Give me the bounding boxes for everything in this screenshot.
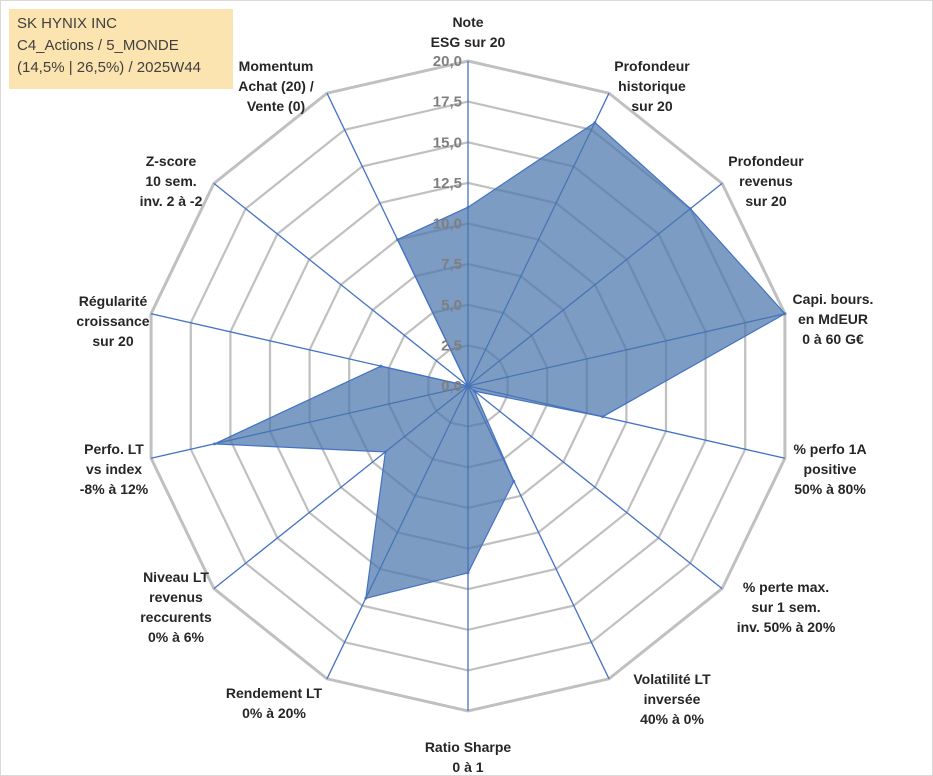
axis-label: 40% à 0% <box>640 711 704 727</box>
axis-label: Profondeur <box>728 153 804 169</box>
axis-label: Z-score <box>146 153 197 169</box>
axis-label: Régularité <box>79 293 148 309</box>
axis-label: 0 à 60 G€ <box>802 331 864 347</box>
tick-label: 7,5 <box>441 256 462 273</box>
axis-label: % perfo 1A <box>793 441 866 457</box>
axis-label: croissance <box>76 313 149 329</box>
axis-label: sur 20 <box>92 333 133 349</box>
data-point <box>213 442 216 446</box>
axis-spoke <box>213 182 469 387</box>
data-point <box>512 479 516 483</box>
data-point <box>396 238 399 242</box>
axis-label: inv. 50% à 20% <box>737 619 836 635</box>
data-point <box>379 364 383 368</box>
axis-label: Note <box>452 14 483 30</box>
tick-label: 10,0 <box>433 216 462 233</box>
data-point <box>466 384 470 388</box>
axis-label: revenus <box>739 173 793 189</box>
radial-tick-labels: 0,0 2,5 5,0 7,5 10,0 12,5 15,0 17,5 20,0 <box>433 53 462 395</box>
axis-label: Rendement LT <box>226 685 323 701</box>
axis-label: Niveau LT <box>143 569 209 585</box>
axis-label: Profondeur <box>614 58 690 74</box>
axis-label: Perfo. LT <box>84 441 144 457</box>
axis-label: sur 20 <box>745 193 786 209</box>
data-point <box>593 121 597 124</box>
data-point <box>472 389 476 393</box>
axis-label: 0% à 20% <box>242 705 306 721</box>
axis-label: reccurents <box>140 609 212 625</box>
axis-label: positive <box>804 461 857 477</box>
axis-label: historique <box>618 78 686 94</box>
data-point <box>383 450 387 454</box>
axis-label: Vente (0) <box>247 98 305 114</box>
axis-label: % perte max. <box>743 579 829 595</box>
axis-label: vs index <box>86 461 142 477</box>
axis-label: inversée <box>644 691 701 707</box>
company-name: SK HYNIX INC <box>17 15 118 32</box>
axis-spoke <box>467 385 723 590</box>
period-label: (14,5% | 26,5%) / 2025W44 <box>17 59 201 76</box>
axis-label: Achat (20) / <box>238 78 314 94</box>
radar-series <box>213 121 787 600</box>
data-point <box>601 415 605 419</box>
axis-label: Volatilité LT <box>633 671 711 687</box>
axis-label: Capi. bours. <box>793 291 874 307</box>
axis-label: -8% à 12% <box>80 481 149 497</box>
axis-label: 0% à 6% <box>148 629 205 645</box>
axis-label: inv. 2 à -2 <box>140 193 203 209</box>
axis-label: 0 à 1 <box>452 759 483 775</box>
axis-label: sur 1 sem. <box>751 599 820 615</box>
tick-label: 5,0 <box>441 297 462 314</box>
tick-label: 17,5 <box>433 94 462 111</box>
title-box: SK HYNIX INC C4_Actions / 5_MONDE (14,5%… <box>9 9 233 89</box>
axis-label: Momentum <box>239 58 314 74</box>
data-point <box>466 205 470 209</box>
category-label: C4_Actions / 5_MONDE <box>17 37 179 54</box>
data-point <box>783 312 787 316</box>
axis-label: ESG sur 20 <box>431 34 506 50</box>
tick-label: 15,0 <box>433 134 462 151</box>
axis-label: sur 20 <box>631 98 672 114</box>
axis-label: Ratio Sharpe <box>425 739 512 755</box>
data-point <box>466 571 470 575</box>
data-point <box>688 207 692 211</box>
axis-label: 50% à 80% <box>794 481 866 497</box>
axis-label: revenus <box>149 589 203 605</box>
tick-label: 20,0 <box>433 53 462 70</box>
tick-label: 12,5 <box>433 175 462 192</box>
series-area <box>214 121 786 600</box>
tick-label: 0,0 <box>441 378 462 395</box>
axis-label: en MdEUR <box>798 311 868 327</box>
axis-labels: Note ESG sur 20 Profondeur historique sur 20… <box>76 14 873 775</box>
tick-label: 2,5 <box>441 337 462 354</box>
axis-label: 10 sem. <box>145 173 196 189</box>
data-point <box>364 596 368 600</box>
